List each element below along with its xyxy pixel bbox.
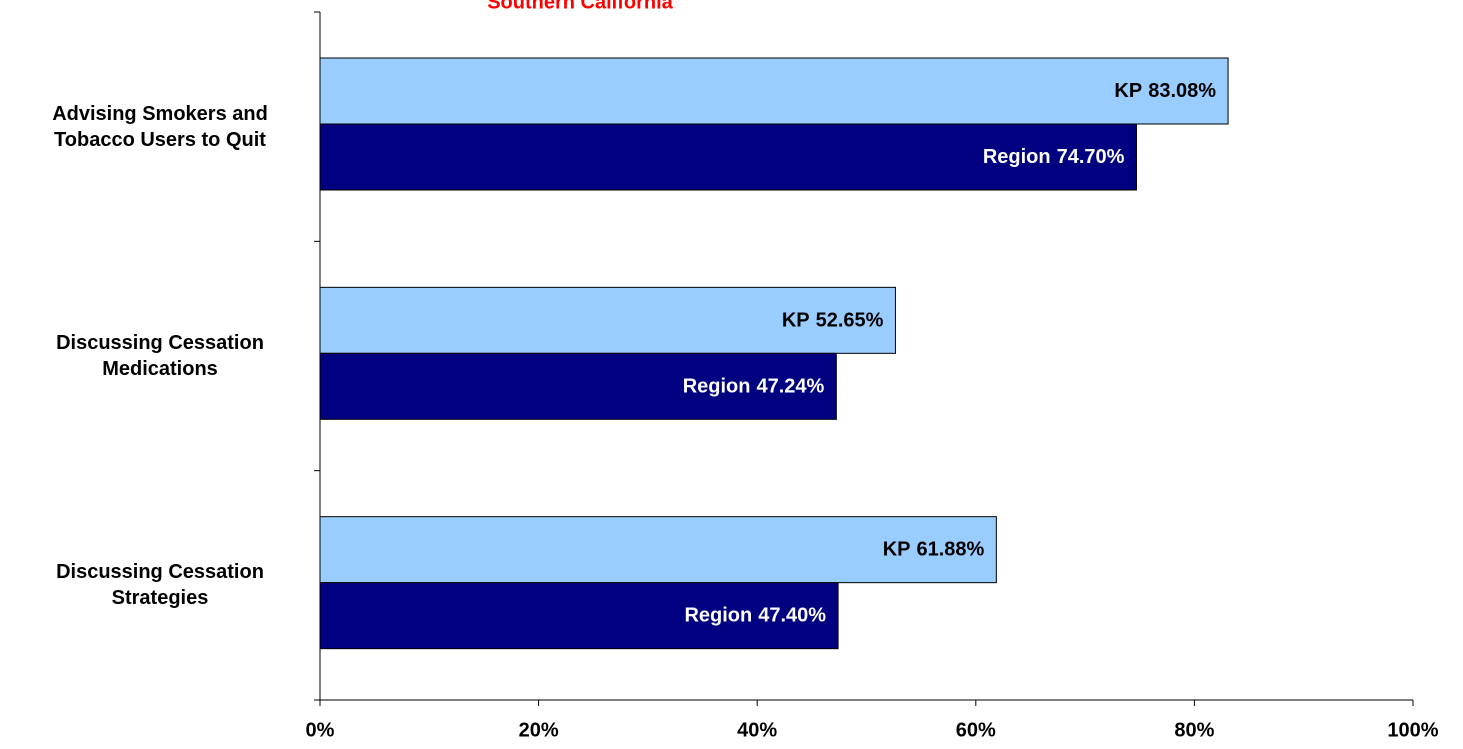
series-name: Region xyxy=(683,376,751,398)
category-label: Discussing Cessation Strategies xyxy=(56,561,264,610)
x-tick-label: 0% xyxy=(306,719,335,741)
value-text: 52.65% xyxy=(816,310,884,332)
value-label: KP 83.08% xyxy=(1114,80,1216,102)
value-label: Region 47.24% xyxy=(683,376,825,398)
series-name: KP xyxy=(883,539,911,561)
series-name: KP xyxy=(782,310,810,332)
x-tick-label: 80% xyxy=(1174,719,1214,741)
series-name: KP xyxy=(1114,80,1142,102)
x-tick-label: 40% xyxy=(737,719,777,741)
value-text: 61.88% xyxy=(917,539,985,561)
value-label: KP 61.88% xyxy=(883,539,985,561)
bar xyxy=(319,286,896,354)
category-label: Discussing Cessation Medications xyxy=(56,332,264,380)
value-label: KP 52.65% xyxy=(782,310,884,332)
value-text: 47.24% xyxy=(756,376,824,398)
bar xyxy=(319,123,1137,191)
chart-title: Southern California xyxy=(487,0,673,13)
value-text: 74.70% xyxy=(1057,146,1125,168)
bar xyxy=(319,582,839,650)
value-text: 83.08% xyxy=(1148,80,1216,102)
bar xyxy=(319,57,1229,125)
series-name: Region xyxy=(684,605,752,627)
value-text: 47.40% xyxy=(758,605,826,627)
x-tick-label: 100% xyxy=(1387,719,1438,741)
category-label: Advising Smokers and Tobacco Users to Qu… xyxy=(52,102,268,151)
x-tick-label: 20% xyxy=(519,719,559,741)
value-label: Region 74.70% xyxy=(983,146,1125,168)
bar xyxy=(319,516,997,584)
value-label: Region 47.40% xyxy=(684,605,826,627)
series-name: Region xyxy=(983,146,1051,168)
bar xyxy=(319,352,837,420)
x-tick-label: 60% xyxy=(956,719,996,741)
